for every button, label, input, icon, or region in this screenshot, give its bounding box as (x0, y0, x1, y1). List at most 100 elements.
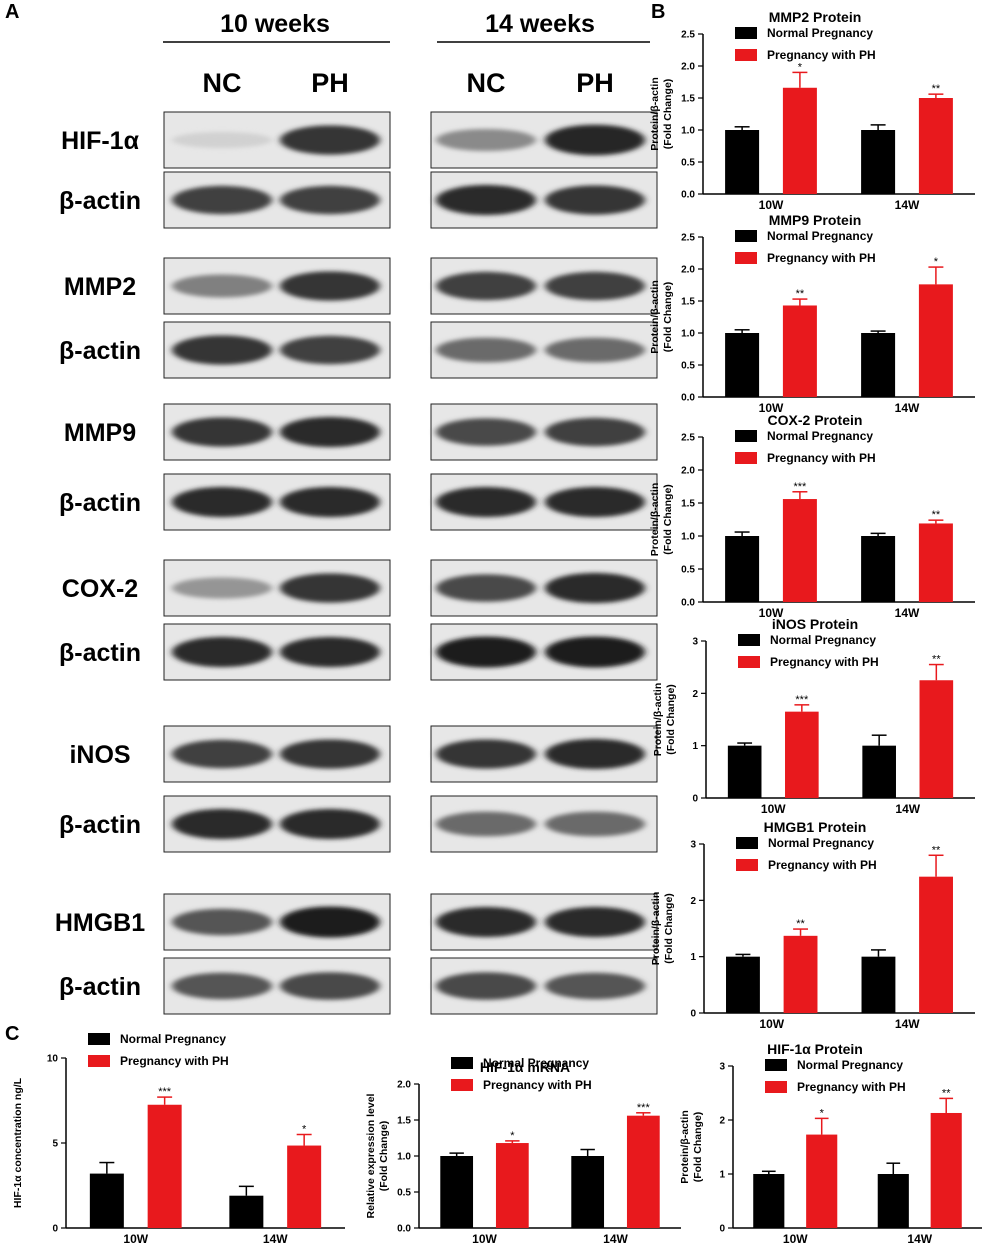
y-axis-label: Protein/β-actin (650, 892, 662, 966)
blot-band (280, 335, 380, 365)
blot-band (172, 185, 272, 215)
legend-swatch-ph (765, 1081, 787, 1093)
bar (495, 1143, 529, 1228)
y-axis-label: (Fold Change) (665, 684, 677, 755)
blot-band (436, 184, 536, 216)
bar-chart-4: HMGB1 Protein 0 1 2 3 Protein/β-actin (Fold Ch… (650, 819, 975, 1031)
blot-band (436, 128, 536, 152)
blot-band (436, 906, 536, 938)
legend-swatch-normal (735, 27, 757, 39)
significance-marker: * (934, 256, 939, 268)
bar-chart-7: HIF-1α Protein 0 1 2 3 Protein/β-actin (Fold C… (679, 1041, 982, 1246)
legend-label-ph: Pregnancy with PH (770, 655, 879, 669)
significance-marker: ** (932, 654, 941, 666)
legend-label-normal: Normal Pregnancy (767, 429, 873, 443)
y-tick-label: 0 (719, 1224, 725, 1235)
legend-label-ph: Pregnancy with PH (797, 1080, 906, 1094)
y-tick-label: 3 (692, 637, 698, 648)
legend-label-ph: Pregnancy with PH (767, 451, 876, 465)
y-tick-label: 1.5 (681, 297, 695, 308)
bar (861, 536, 896, 602)
y-axis-label: (Fold Change) (662, 79, 674, 150)
bar (918, 98, 953, 194)
bar (89, 1173, 124, 1228)
blot-band (545, 972, 645, 1000)
significance-marker: *** (795, 694, 809, 706)
x-category-label: 14W (603, 1232, 628, 1246)
y-tick-label: 1 (719, 1170, 725, 1181)
legend-label-normal: Normal Pregnancy (770, 633, 876, 647)
legend-label-normal: Normal Pregnancy (120, 1032, 226, 1046)
legend-swatch-ph (735, 49, 757, 61)
bar (782, 87, 817, 194)
legend-swatch-normal (765, 1059, 787, 1071)
blot-row-0: HIF-1α (61, 111, 658, 169)
legend-swatch-ph (736, 859, 758, 871)
significance-marker: * (798, 61, 803, 73)
significance-marker: ** (932, 509, 941, 521)
legend: Normal Pregnancy Pregnancy with PH (736, 836, 877, 872)
blot-band (436, 739, 536, 769)
y-tick-label: 1.5 (681, 94, 695, 105)
blot-band (545, 337, 645, 363)
legend-label-normal: Normal Pregnancy (483, 1056, 589, 1070)
legend-label-normal: Normal Pregnancy (767, 26, 873, 40)
y-tick-label: 0.0 (681, 190, 695, 201)
y-tick-label: 0 (692, 794, 698, 805)
blot-band (545, 486, 645, 518)
blot-protein-label: β-actin (59, 811, 141, 839)
y-tick-label: 2 (692, 689, 698, 700)
y-axis-label: Protein/β-actin (649, 280, 661, 354)
bar (287, 1145, 322, 1228)
y-axis-label: Protein/β-actin (649, 483, 661, 557)
chart-title: iNOS Protein (772, 616, 858, 632)
bar (753, 1174, 785, 1228)
lane-label-ph-14w: PH (576, 68, 614, 98)
bar-chart-1: MMP9 Protein 0.0 0.5 1.0 1.5 2.0 2.5 Protein/β-… (649, 212, 975, 415)
bar (229, 1195, 264, 1228)
bar (785, 711, 819, 798)
y-axis-label: Protein/β-actin (652, 683, 664, 757)
lane-label-ph-10w: PH (311, 68, 349, 98)
blot-band (436, 636, 536, 668)
x-category-label: 10W (472, 1232, 497, 1246)
bar-chart-5: 0 5 10 HIF-1α concentration ng/L 10W *** 14W * N… (12, 1032, 345, 1246)
legend-swatch-ph (735, 452, 757, 464)
significance-marker: * (820, 1107, 825, 1119)
bar (919, 680, 954, 798)
legend: Normal Pregnancy Pregnancy with PH (765, 1058, 906, 1094)
blot-band (280, 185, 380, 215)
y-tick-label: 0.0 (397, 1224, 411, 1235)
y-axis-label: (Fold Change) (378, 1121, 390, 1192)
legend-swatch-normal (738, 634, 760, 646)
y-tick-label: 2.0 (681, 62, 695, 73)
y-axis-label: Relative expression level (365, 1093, 377, 1218)
y-tick-label: 2.0 (681, 466, 695, 477)
blot-band (280, 739, 380, 769)
significance-marker: *** (637, 1102, 651, 1114)
blot-row-6: COX-2 (62, 559, 658, 617)
blot-row-5: β-actin (59, 473, 658, 531)
blot-protein-label: HMGB1 (55, 909, 145, 937)
blot-row-8: iNOS (69, 725, 658, 783)
panel-label-a: A (5, 1, 19, 23)
bar (861, 130, 896, 194)
blot-band (172, 636, 272, 668)
y-tick-label: 1.0 (681, 329, 695, 340)
y-tick-label: 1.0 (681, 532, 695, 543)
y-tick-label: 10 (47, 1054, 59, 1065)
blot-band (280, 271, 380, 301)
y-tick-label: 0.5 (681, 361, 695, 372)
bar-chart-2: COX-2 Protein 0.0 0.5 1.0 1.5 2.0 2.5 Protein/β… (649, 412, 975, 620)
significance-marker: ** (942, 1087, 951, 1099)
y-axis-label: (Fold Change) (662, 484, 674, 555)
bar (861, 333, 896, 397)
legend: Normal Pregnancy Pregnancy with PH (735, 229, 876, 265)
x-category-label: 10W (759, 401, 784, 415)
blot-protein-label: β-actin (59, 187, 141, 215)
bar (626, 1115, 660, 1228)
legend-label-normal: Normal Pregnancy (767, 229, 873, 243)
blot-band (545, 572, 645, 604)
bar (726, 956, 760, 1013)
blot-row-9: β-actin (59, 795, 658, 853)
